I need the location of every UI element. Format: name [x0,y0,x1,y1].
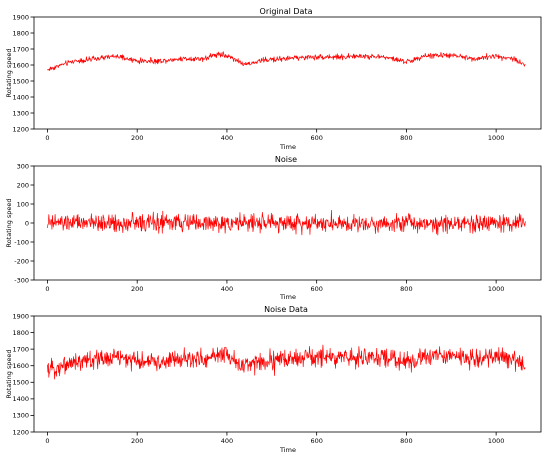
y-tick-label: 300 [17,162,29,170]
chart-title: Original Data [260,7,313,16]
x-tick-label: 1000 [488,134,505,142]
x-axis-label: Time [279,446,296,454]
y-tick-label: 1500 [12,379,29,387]
series-line [47,51,526,71]
y-tick-label: 200 [17,181,29,189]
y-tick-label: -300 [14,276,29,284]
x-tick-label: 800 [400,285,412,293]
chart-title: Noise Data [264,305,308,314]
x-tick-label: 600 [310,134,322,142]
x-tick-label: 1000 [488,285,505,293]
x-tick-label: 800 [400,437,412,445]
x-tick-label: 200 [131,437,143,445]
y-tick-label: 100 [17,200,29,208]
x-tick-label: 400 [221,134,233,142]
plot-area: 0 200 400 600 800 1000 -300 -200 -100 0 100 200 300 [14,162,526,293]
y-tick-label: 1500 [12,77,29,85]
x-tick-label: 0 [45,134,49,142]
x-tick-label: 0 [45,285,49,293]
y-tick-label: 1300 [12,412,29,420]
x-tick-label: 400 [221,285,233,293]
subplot-noise: Noise Rotating speed Time 0 200 400 600 800 1… [5,155,542,301]
y-tick-label: -100 [14,238,29,246]
y-tick-label: 1700 [12,345,29,353]
x-tick-label: 200 [131,134,143,142]
x-tick-label: 200 [131,285,143,293]
y-tick-label: 1400 [12,93,29,101]
x-axis-label: Time [279,143,296,151]
x-tick-label: 800 [400,134,412,142]
y-tick-label: 1900 [12,13,29,21]
axes-frame [33,16,542,130]
x-tick-label: 600 [310,285,322,293]
y-tick-label: 1200 [12,428,29,436]
y-tick-label: 1900 [12,312,29,320]
x-axis-label: Time [279,293,296,301]
y-tick-label: 1700 [12,45,29,53]
y-tick-label: 1300 [12,109,29,117]
x-tick-label: 0 [45,437,49,445]
axes-frame [33,315,542,433]
x-tick-label: 1000 [488,437,505,445]
subplot-noise-data: Noise Data Rotating speed Time 0 200 400 60… [5,305,542,454]
series-line [47,344,526,380]
series-line [47,209,526,236]
plot-area: 0 200 400 600 800 1000 1200 1300 1400 1500 1600 170… [12,312,526,445]
y-axis-label: Rotating speed [5,48,13,97]
y-axis-label: Rotating speed [5,198,13,247]
y-tick-label: 1600 [12,61,29,69]
y-tick-label: 1400 [12,395,29,403]
y-tick-label: 1600 [12,362,29,370]
y-tick-label: 1200 [12,125,29,133]
x-tick-label: 400 [221,437,233,445]
plot-area: 0 200 400 600 800 1000 1200 1300 1400 1500 1600 170… [12,13,526,142]
subplot-original-data: Original Data Rotating speed Time 0 200 40… [5,7,542,151]
chart-title: Noise [275,155,297,164]
y-tick-label: 1800 [12,329,29,337]
axes-frame [33,165,542,281]
y-tick-label: 0 [25,219,29,227]
y-axis-label: Rotating speed [5,349,13,398]
y-tick-label: 1800 [12,29,29,37]
x-tick-label: 600 [310,437,322,445]
y-tick-label: -200 [14,257,29,265]
